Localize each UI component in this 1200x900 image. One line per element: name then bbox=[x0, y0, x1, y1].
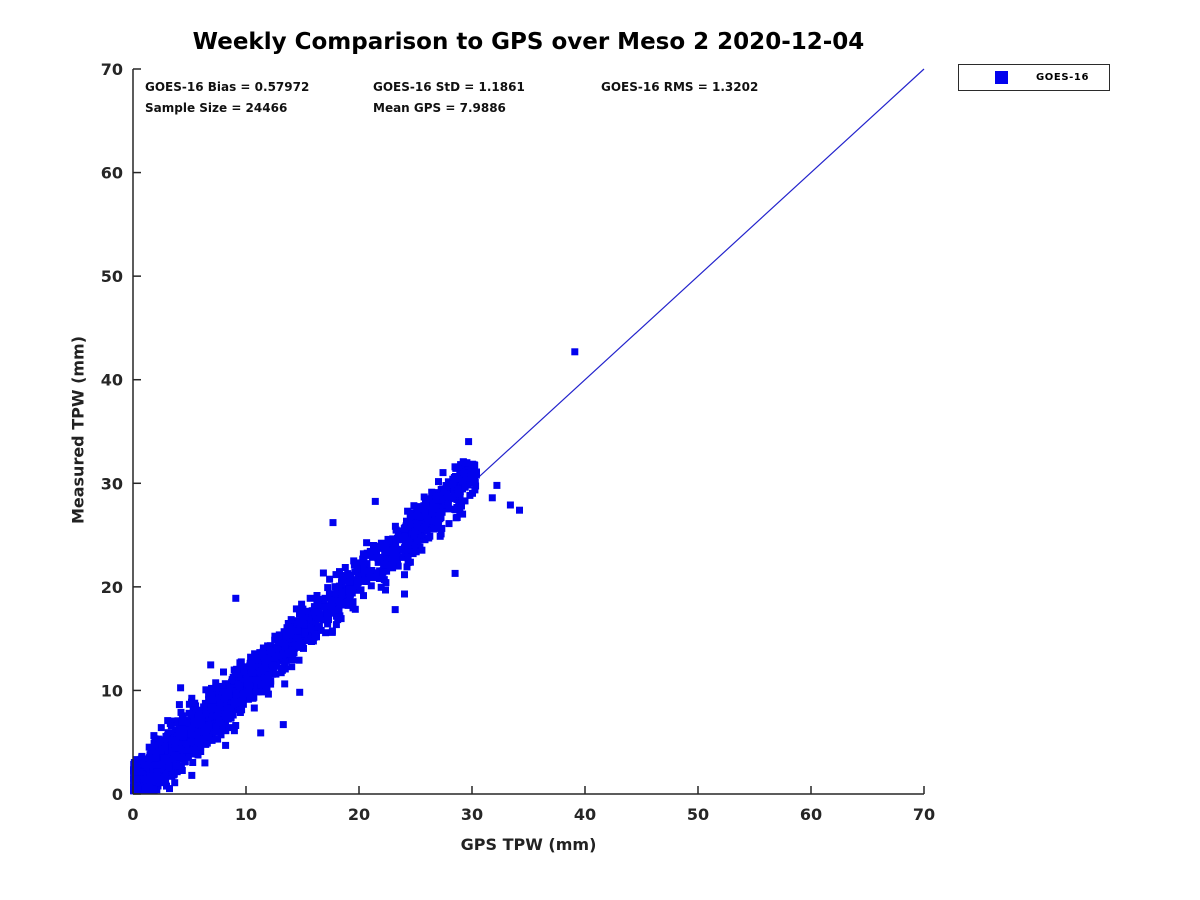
stat-rms: GOES-16 RMS = 1.3202 bbox=[601, 80, 759, 94]
legend-marker-square-icon bbox=[995, 71, 1008, 84]
y-tick-label: 50 bbox=[101, 267, 123, 286]
x-tick-label: 20 bbox=[348, 805, 370, 824]
y-tick-label: 30 bbox=[101, 474, 123, 493]
stat-bias: GOES-16 Bias = 0.57972 bbox=[145, 80, 310, 94]
y-axis-label: Measured TPW (mm) bbox=[68, 335, 88, 525]
stat-mean-gps: Mean GPS = 7.9886 bbox=[373, 101, 506, 115]
y-tick-label: 10 bbox=[101, 681, 123, 700]
x-tick-label: 30 bbox=[461, 805, 483, 824]
stat-sample-size: Sample Size = 24466 bbox=[145, 101, 288, 115]
scatter-series-goes16 bbox=[130, 348, 579, 795]
x-tick-label: 70 bbox=[913, 805, 935, 824]
x-tick-label: 0 bbox=[127, 805, 138, 824]
chart-title: Weekly Comparison to GPS over Meso 2 202… bbox=[192, 29, 865, 55]
stat-std: GOES-16 StD = 1.1861 bbox=[373, 80, 525, 94]
legend-label: GOES-16 bbox=[1036, 72, 1090, 83]
x-tick-label: 10 bbox=[235, 805, 257, 824]
y-tick-label: 60 bbox=[101, 164, 123, 183]
x-tick-label: 40 bbox=[574, 805, 596, 824]
legend: GOES-16 bbox=[958, 64, 1110, 91]
x-tick-label: 50 bbox=[687, 805, 709, 824]
y-tick-label: 20 bbox=[101, 578, 123, 597]
y-tick-label: 0 bbox=[112, 785, 123, 804]
y-tick-label: 40 bbox=[101, 371, 123, 390]
y-tick-label: 70 bbox=[101, 60, 123, 79]
x-axis-label: GPS TPW (mm) bbox=[460, 835, 597, 854]
x-tick-label: 60 bbox=[800, 805, 822, 824]
